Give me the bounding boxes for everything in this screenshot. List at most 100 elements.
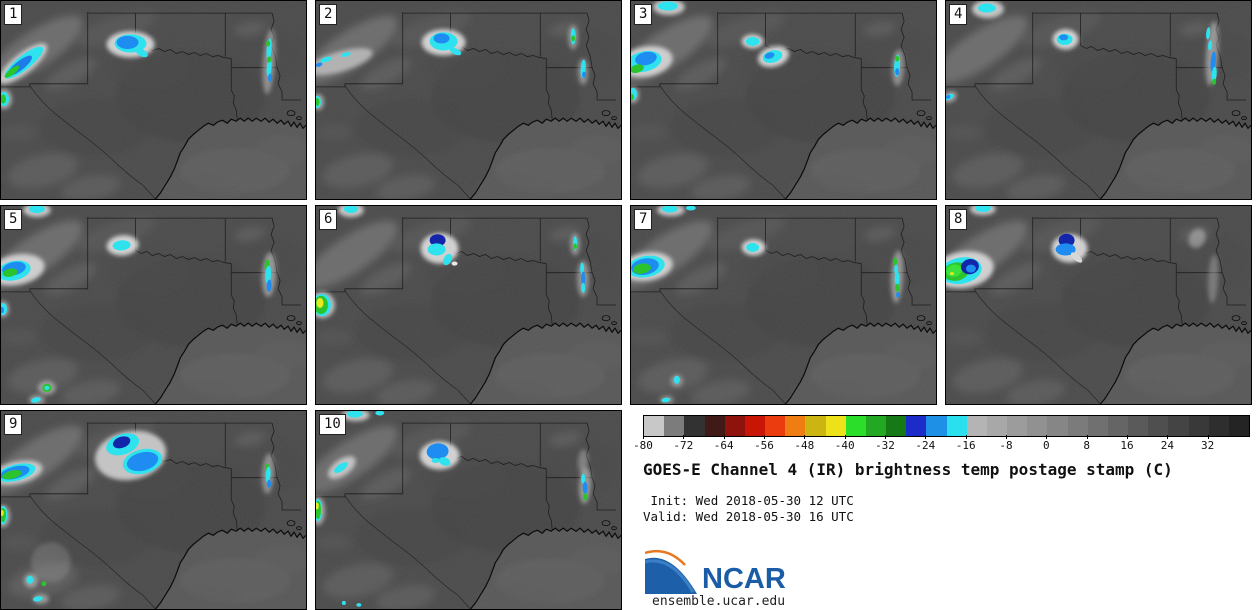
colorbar-tick-label: -48 (794, 439, 815, 452)
panel-2: 2 (315, 0, 622, 200)
colorbar-tickmark (723, 435, 725, 439)
colorbar-segment (1188, 416, 1209, 436)
colorbar-tick-label: -40 (834, 439, 855, 452)
colorbar-segment (886, 416, 907, 436)
colorbar-segment (724, 416, 745, 436)
colorbar-tickmark (1167, 435, 1169, 439)
panel-1: 1 (0, 0, 307, 200)
info-panel: -80 -72 -64 -56 -48 -40 -32 -24 -16 -8 0 8 16 24 32 GO… (630, 410, 1260, 610)
colorbar-segment (664, 416, 685, 436)
colorbar-segment (1208, 416, 1229, 436)
colorbar-tickmark (885, 435, 886, 439)
colorbar-segment (986, 416, 1008, 436)
colorbar-segment (684, 416, 705, 436)
colorbar-tickmark (683, 435, 685, 439)
product-title: GOES-E Channel 4 (IR) brightness temp po… (643, 460, 1173, 479)
panel-number-label: 3 (634, 4, 653, 25)
colorbar-segment (906, 416, 927, 436)
satellite-map (1, 411, 306, 609)
colorbar-tick-label: -24 (915, 439, 936, 452)
colorbar-segment (644, 416, 665, 436)
panel-number-label: 4 (949, 4, 968, 25)
satellite-map (316, 411, 621, 609)
panel-8: 8 (945, 205, 1252, 405)
colorbar-tickmark (1086, 435, 1088, 439)
colorbar-segment (1148, 416, 1169, 436)
colorbar-tickmark (965, 435, 967, 439)
panel-number-label: 2 (319, 4, 338, 25)
satellite-map (631, 206, 936, 404)
panel-number-label: 1 (4, 4, 23, 25)
colorbar-segment (1128, 416, 1149, 436)
colorbar-tickmark (1207, 435, 1209, 439)
colorbar-segment (1027, 416, 1048, 436)
panel-number-label: 5 (4, 209, 23, 230)
colorbar-tick-label: -16 (955, 439, 976, 452)
colorbar-segment (946, 416, 967, 436)
satellite-map (631, 1, 936, 199)
panel-number-label: 6 (319, 209, 338, 230)
colorbar-segment (1007, 416, 1028, 436)
init-time: Init: Wed 2018-05-30 12 UTC (643, 493, 854, 508)
colorbar-tick-label: -32 (875, 439, 895, 452)
colorbar-segment (785, 416, 806, 436)
colorbar-tickmark (1006, 435, 1007, 439)
panel-number-label: 7 (634, 209, 653, 230)
colorbar-segment (966, 416, 987, 436)
panel-7: 7 (630, 205, 937, 405)
panel-5: 5 (0, 205, 307, 405)
colorbar-segment (805, 416, 826, 436)
site-url[interactable]: ensemble.ucar.edu (652, 594, 786, 609)
colorbar-segment (744, 416, 766, 436)
colorbar-tick-label: -72 (673, 439, 694, 452)
colorbar-tick-label: 24 (1160, 439, 1174, 452)
colorbar-tick-label: -8 (999, 439, 1013, 452)
satellite-map (316, 1, 621, 199)
colorbar-tick-label: -64 (713, 439, 734, 452)
colorbar-tickmark (1046, 435, 1048, 439)
colorbar-tickmark (1127, 435, 1128, 439)
panel-number-label: 10 (319, 414, 346, 435)
colorbar-tick-label: 16 (1120, 439, 1134, 452)
colorbar-segment (1067, 416, 1088, 436)
panel-9: 9 (0, 410, 307, 610)
colorbar-segment (1228, 416, 1250, 436)
panel-3: 3 (630, 0, 937, 200)
colorbar-tick-label: -80 (633, 439, 653, 452)
satellite-map (946, 1, 1251, 199)
panel-4: 4 (945, 0, 1252, 200)
colorbar (643, 415, 1250, 437)
satellite-map (946, 206, 1251, 404)
colorbar-segment (845, 416, 866, 436)
colorbar-tickmark (925, 435, 927, 439)
panel-10: 10 (315, 410, 622, 610)
ncar-swoosh-icon (645, 549, 699, 594)
colorbar-tick-label: 0 (1043, 439, 1050, 452)
colorbar-segment (865, 416, 887, 436)
colorbar-tick-label: -56 (754, 439, 774, 452)
ncar-logo: NCAR (645, 548, 786, 594)
panel-number-label: 8 (949, 209, 968, 230)
panel-number-label: 9 (4, 414, 23, 435)
colorbar-segment (1047, 416, 1068, 436)
ncar-logo-text: NCAR (702, 563, 786, 596)
colorbar-ticks: -80 -72 -64 -56 -48 -40 -32 -24 -16 -8 0 8 16 24 32 (633, 435, 1248, 453)
colorbar-segment (825, 416, 846, 436)
colorbar-tick-label: 32 (1201, 439, 1215, 452)
colorbar-segment (926, 416, 947, 436)
valid-time: Valid: Wed 2018-05-30 16 UTC (643, 509, 854, 524)
colorbar-tickmark (844, 435, 846, 439)
colorbar-segment (1087, 416, 1108, 436)
colorbar-segment (704, 416, 725, 436)
colorbar-tick-label: 8 (1083, 439, 1090, 452)
colorbar-segment (1107, 416, 1129, 436)
satellite-map (1, 1, 306, 199)
colorbar-segment (1168, 416, 1189, 436)
satellite-map (316, 206, 621, 404)
colorbar-tickmark (643, 435, 644, 439)
colorbar-segment (765, 416, 786, 436)
colorbar-tickmark (804, 435, 806, 439)
colorbar-tickmark (764, 435, 765, 439)
panel-6: 6 (315, 205, 622, 405)
